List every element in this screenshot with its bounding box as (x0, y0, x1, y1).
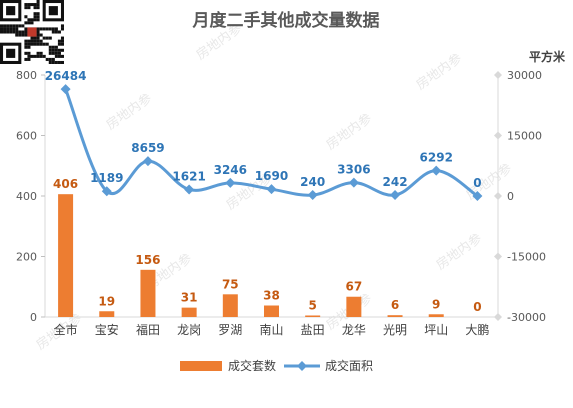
watermark-text: 房地内参 (103, 90, 155, 133)
line-point-罗湖 (225, 177, 236, 188)
left-tick-label: 400 (16, 190, 37, 203)
line-data-label: 26484 (45, 69, 87, 83)
category-label: 龙岗 (177, 323, 201, 337)
line-point-龙华 (348, 177, 359, 188)
right-tick-label: -30000 (507, 311, 546, 324)
line-point-盐田 (307, 190, 318, 201)
bar-data-label: 38 (263, 289, 280, 303)
legend-label-line: 成交面积 (325, 358, 373, 373)
category-label: 南山 (259, 322, 283, 337)
bar-data-label: 156 (135, 253, 160, 267)
watermark-text: 房地内参 (413, 50, 465, 93)
line-data-label: 240 (300, 175, 325, 189)
right-tick-label: -15000 (507, 251, 546, 264)
category-label: 盐田 (301, 323, 325, 337)
bar-宝安 (99, 311, 115, 317)
right-tick-marker (494, 252, 502, 261)
left-tick-label: 200 (16, 251, 37, 264)
left-tick-label: 600 (16, 130, 37, 143)
bar-data-label: 0 (473, 300, 481, 314)
watermark-text: 房地内参 (433, 230, 485, 273)
left-tick-label: 0 (30, 311, 37, 324)
bar-data-label: 406 (53, 177, 78, 191)
line-data-label: 1189 (90, 171, 123, 185)
bar-data-label: 9 (432, 297, 440, 311)
line-data-label: 3306 (337, 163, 370, 177)
bar-data-label: 31 (181, 291, 198, 305)
left-tick-label: 800 (16, 69, 37, 82)
chart-title: 月度二手其他成交量数据 (192, 10, 380, 31)
right-tick-label: 15000 (507, 130, 542, 143)
line-point-光明 (390, 190, 401, 201)
line-data-label: 0 (473, 176, 481, 190)
watermark-text: 房地内参 (323, 110, 375, 153)
bar-全市 (58, 194, 74, 317)
bar-data-label: 67 (346, 280, 363, 294)
line-data-label: 1690 (255, 169, 288, 183)
right-tick-marker (494, 192, 502, 200)
line-data-label: 6292 (420, 151, 453, 165)
bar-福田 (140, 269, 156, 317)
legend-swatch-marker (297, 361, 307, 371)
category-label: 全市 (54, 322, 78, 337)
line-data-label: 8659 (131, 141, 164, 155)
bar-龙华 (346, 296, 362, 317)
bar-data-label: 6 (391, 298, 399, 312)
line-point-全市 (60, 84, 71, 95)
line-data-label: 242 (383, 175, 408, 189)
category-label: 福田 (136, 322, 160, 337)
bar-盐田 (305, 315, 321, 317)
line-data-label: 3246 (214, 163, 247, 177)
area-line-series (64, 88, 479, 198)
legend-label-bars: 成交套数 (228, 358, 276, 373)
qr-code-image (0, 0, 64, 64)
bar-光明 (387, 315, 403, 317)
line-point-大鹏 (472, 191, 483, 201)
right-tick-label: 30000 (507, 69, 542, 82)
right-tick-marker (494, 313, 502, 321)
right-tick-marker (494, 131, 502, 140)
right-axis-title: 平方米 (529, 49, 566, 64)
line-point-福田 (142, 156, 153, 167)
line-point-南山 (266, 184, 277, 195)
bar-data-label: 5 (309, 298, 317, 312)
category-label: 坪山 (424, 323, 448, 337)
category-label: 罗湖 (218, 322, 242, 337)
right-tick-label: 0 (507, 190, 514, 203)
legend-swatch-bars (180, 361, 222, 371)
bar-data-label: 19 (98, 294, 115, 308)
category-label: 龙华 (342, 323, 366, 337)
category-label: 光明 (383, 323, 407, 337)
bar-龙岗 (181, 307, 197, 317)
line-data-label: 1621 (172, 169, 205, 183)
category-label: 宝安 (95, 322, 119, 337)
category-label: 大鹏 (465, 323, 489, 337)
line-point-坪山 (431, 165, 442, 176)
right-tick-marker (494, 71, 502, 79)
line-point-龙岗 (184, 184, 195, 195)
bar-罗湖 (222, 294, 238, 317)
bar-坪山 (428, 314, 444, 317)
bar-data-label: 75 (222, 277, 239, 291)
line-point-宝安 (101, 186, 112, 197)
bar-南山 (264, 305, 279, 317)
